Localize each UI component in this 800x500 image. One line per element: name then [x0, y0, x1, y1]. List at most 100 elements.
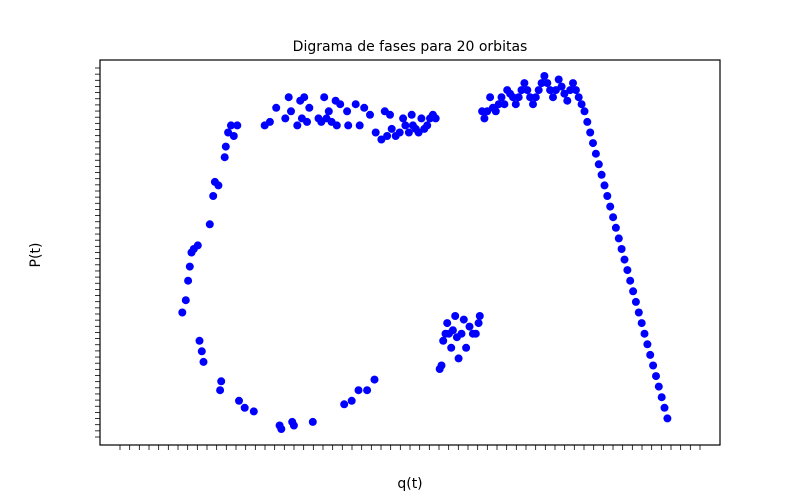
scatter-point: [448, 326, 457, 335]
scatter-point: [643, 340, 652, 349]
scatter-point: [386, 110, 394, 119]
scatter-point: [563, 96, 572, 105]
scatter-point: [395, 128, 404, 137]
scatter-point: [360, 103, 369, 112]
scatter-point: [657, 393, 666, 402]
scatter-point: [320, 93, 329, 102]
scatter-point: [214, 181, 223, 190]
scatter-point: [293, 121, 302, 130]
scatter-point: [497, 93, 506, 102]
scatter-point: [184, 276, 193, 285]
scatter-point: [646, 350, 655, 359]
scatter-point: [514, 93, 523, 102]
scatter-point: [265, 117, 274, 126]
scatter-point: [560, 89, 569, 98]
scatter-point: [404, 128, 413, 137]
scatter-point: [543, 79, 552, 88]
plot-area-frame: [99, 59, 721, 446]
scatter-point: [566, 86, 575, 95]
scatter-point: [407, 110, 416, 119]
scatter-point: [355, 121, 364, 130]
scatter-point: [277, 425, 286, 433]
axis-ticks: [95, 67, 701, 450]
scatter-point: [281, 114, 290, 123]
scatter-point: [586, 128, 595, 137]
scatter-point: [193, 241, 202, 250]
scatter-point: [611, 223, 620, 232]
scatter-point: [475, 312, 484, 320]
scatter-point: [517, 86, 526, 95]
scatter-point: [417, 114, 426, 123]
scatter-point: [181, 296, 190, 305]
scatter-point: [629, 287, 638, 296]
scatter-point: [305, 103, 314, 112]
scatter-point: [217, 377, 226, 386]
scatter-point: [634, 308, 643, 317]
scatter-point: [227, 121, 235, 130]
scatter-point: [589, 139, 597, 148]
scatter-point: [557, 82, 566, 91]
scatter-point: [509, 93, 517, 102]
scatter-point: [540, 72, 549, 80]
scatter-point: [640, 329, 649, 338]
chart-title: Digrama de fases para 20 orbitas: [293, 39, 528, 55]
scatter-point: [178, 308, 187, 317]
scatter-point: [399, 114, 408, 123]
scatter-point: [366, 110, 374, 119]
scatter-point: [554, 75, 563, 84]
scatter-point: [462, 343, 471, 352]
scatter-point: [205, 220, 214, 229]
scatter-point: [620, 255, 629, 264]
y-axis-label: P(t): [28, 243, 44, 268]
scatter-point: [594, 160, 603, 169]
scatter-point: [609, 213, 618, 222]
scatter-point: [480, 114, 489, 123]
scatter-point: [511, 100, 520, 109]
scatter-point: [531, 93, 540, 102]
scatter-point: [569, 79, 577, 88]
scatter-point: [600, 181, 609, 190]
scatter-point: [336, 100, 345, 109]
scatter-point: [637, 319, 646, 328]
scatter-point: [197, 347, 206, 356]
scatter-point: [437, 361, 446, 370]
scatter-point: [221, 142, 230, 151]
scatter-point: [471, 329, 480, 338]
scatter-point: [583, 117, 592, 126]
scatter-point: [347, 396, 356, 405]
scatter-point: [457, 329, 466, 338]
scatter-point: [351, 100, 360, 109]
scatter-point: [300, 93, 309, 102]
scatter-point: [284, 93, 293, 102]
scatter-point: [491, 107, 500, 116]
scatter-point: [272, 103, 281, 112]
scatter-point: [344, 121, 353, 130]
x-axis-label: q(t): [397, 476, 422, 492]
scatter-point: [529, 100, 537, 109]
scatter-point: [370, 375, 379, 384]
scatter-point: [577, 100, 586, 109]
scatter-point: [623, 266, 632, 275]
scatter-point: [423, 121, 432, 130]
scatter-point: [494, 100, 503, 109]
scatter-point: [526, 93, 535, 102]
scatter-point: [414, 128, 423, 137]
scatter-point: [308, 417, 317, 426]
scatter-point: [383, 132, 392, 140]
scatter-point: [652, 372, 660, 381]
scatter-point: [233, 121, 242, 130]
scatter-point: [451, 312, 460, 320]
scatter-point: [431, 114, 440, 123]
scatter-point: [289, 421, 298, 430]
scatter-point: [343, 107, 352, 116]
scatter-point: [209, 192, 218, 200]
scatter-point: [663, 414, 672, 423]
scatter-point: [447, 343, 456, 352]
scatter-point: [617, 245, 626, 253]
scatter-point: [549, 93, 557, 102]
scatter-point: [185, 262, 194, 271]
scatter-point: [199, 357, 208, 366]
scatter-point: [401, 121, 410, 130]
scatter-point: [354, 386, 363, 395]
